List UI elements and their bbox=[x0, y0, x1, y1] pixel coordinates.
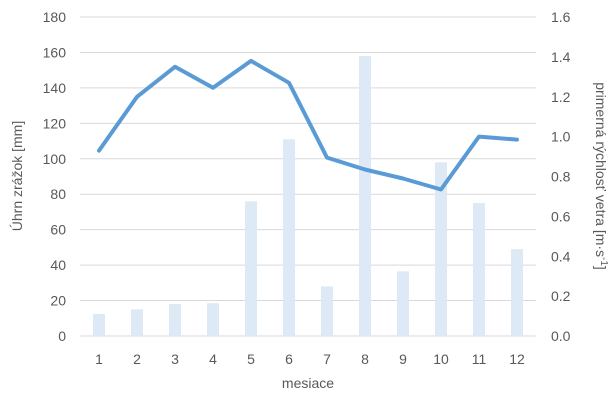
right-tick-label: 0.4 bbox=[551, 248, 571, 264]
x-tick-label: 7 bbox=[323, 351, 331, 367]
precipitation-bars bbox=[93, 55, 523, 336]
precipitation-bar bbox=[207, 303, 219, 336]
left-tick-label: 180 bbox=[43, 9, 67, 25]
x-tick-label: 8 bbox=[361, 351, 369, 367]
right-axis-title-close: ] bbox=[593, 266, 609, 270]
left-tick-label: 20 bbox=[50, 293, 66, 309]
precipitation-bar bbox=[397, 271, 409, 336]
precipitation-bar bbox=[435, 162, 447, 336]
left-axis-ticks: 0 20 40 60 80 100 120 140 160 180 bbox=[43, 9, 67, 344]
left-tick-label: 60 bbox=[50, 222, 66, 238]
left-tick-label: 100 bbox=[43, 151, 67, 167]
x-tick-label: 12 bbox=[509, 351, 525, 367]
right-tick-label: 1.6 bbox=[551, 9, 571, 25]
x-axis-ticks: 1 2 3 4 5 6 7 8 9 10 11 12 bbox=[95, 351, 525, 367]
wind-speed-polyline bbox=[97, 58, 519, 192]
precipitation-bar bbox=[511, 249, 523, 336]
gridlines bbox=[80, 16, 536, 337]
right-axis-ticks: 0.0 0.2 0.4 0.6 0.8 1.0 1.2 1.4 1.6 bbox=[551, 9, 571, 344]
precipitation-bar bbox=[131, 309, 143, 336]
right-tick-label: 1.2 bbox=[551, 89, 571, 105]
precipitation-bar bbox=[321, 286, 333, 336]
left-tick-label: 140 bbox=[43, 80, 67, 96]
x-tick-label: 2 bbox=[133, 351, 141, 367]
precipitation-bar bbox=[169, 304, 181, 336]
x-tick-label: 3 bbox=[171, 351, 179, 367]
x-tick-label: 1 bbox=[95, 351, 103, 367]
right-axis-title-superscript: -1 bbox=[598, 257, 609, 266]
precipitation-bar bbox=[473, 203, 485, 336]
left-tick-label: 40 bbox=[50, 257, 66, 273]
left-tick-label: 0 bbox=[58, 328, 66, 344]
precipitation-bar bbox=[359, 55, 371, 336]
left-tick-label: 80 bbox=[50, 186, 66, 202]
left-tick-label: 160 bbox=[43, 44, 67, 60]
x-tick-label: 9 bbox=[399, 351, 407, 367]
precipitation-bar bbox=[283, 139, 295, 336]
right-tick-label: 0.8 bbox=[551, 169, 571, 185]
x-tick-label: 11 bbox=[472, 351, 487, 367]
precipitation-bar bbox=[245, 201, 257, 336]
x-tick-label: 6 bbox=[285, 351, 293, 367]
left-axis-title: Úhrn zrážok [mm] bbox=[9, 121, 25, 231]
x-tick-label: 4 bbox=[209, 351, 217, 367]
right-tick-label: 0.6 bbox=[551, 208, 571, 224]
precipitation-bar bbox=[93, 313, 105, 336]
right-axis-title-main: primerná rýchlosť vetra [m·s bbox=[593, 82, 609, 257]
x-tick-label: 10 bbox=[433, 351, 449, 367]
left-tick-label: 120 bbox=[43, 115, 67, 131]
right-axis-title: primerná rýchlosť vetra [m·s-1] bbox=[593, 82, 609, 270]
wind-speed-line bbox=[97, 58, 519, 192]
right-tick-label: 1.0 bbox=[551, 129, 571, 145]
right-tick-label: 1.4 bbox=[551, 49, 571, 65]
right-tick-label: 0.0 bbox=[551, 328, 571, 344]
x-axis-title: mesiace bbox=[282, 375, 334, 391]
right-tick-label: 0.2 bbox=[551, 288, 571, 304]
x-tick-label: 5 bbox=[247, 351, 255, 367]
